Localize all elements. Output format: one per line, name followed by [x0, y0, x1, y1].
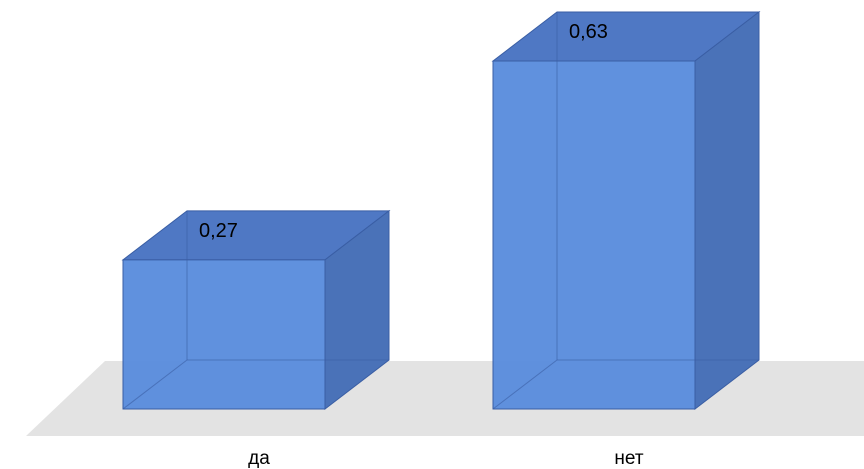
data-label: 0,27: [199, 220, 238, 242]
bar-front-face: [122, 259, 326, 410]
bars-group: 0,27 0,63: [121, 10, 761, 411]
bar-front-face: [492, 60, 696, 410]
category-label: нет: [614, 448, 643, 469]
bar-1: 0,27: [121, 209, 391, 411]
category-labels: да нет: [248, 448, 644, 469]
category-label: да: [248, 448, 270, 469]
bar-side-face: [694, 10, 760, 411]
bar-2: 0,63: [491, 10, 761, 411]
data-label: 0,63: [569, 21, 608, 43]
bar-hidden-edge: [492, 359, 558, 410]
bar-hidden-edge: [122, 359, 188, 410]
